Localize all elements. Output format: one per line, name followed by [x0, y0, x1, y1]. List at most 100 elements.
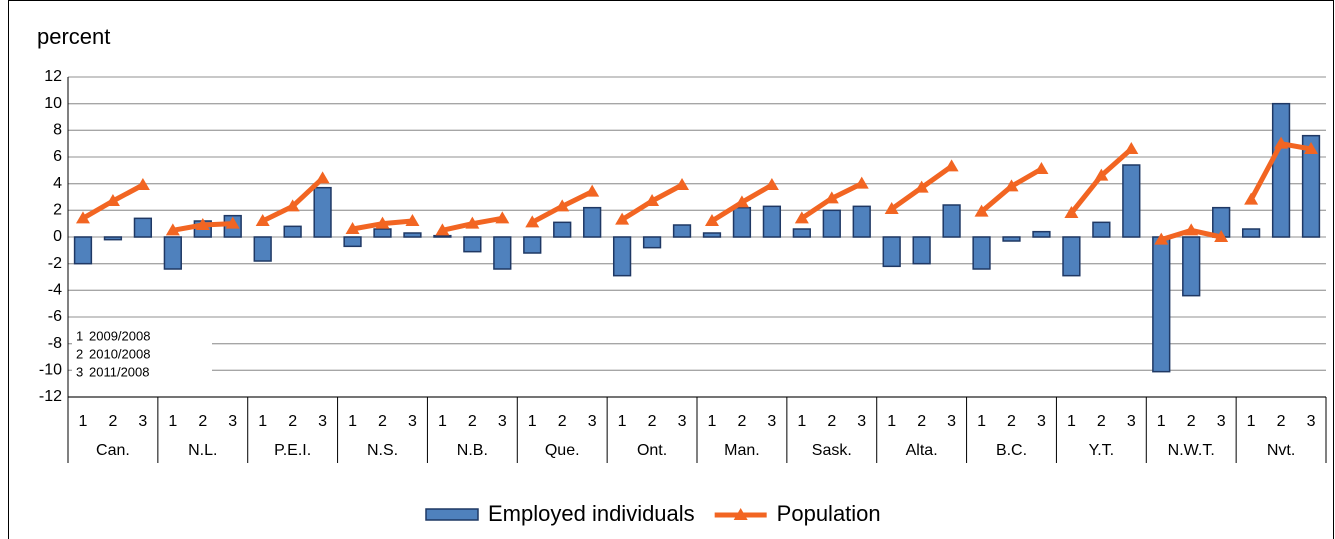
bar [163, 236, 182, 270]
y-tick-label: 12 [44, 68, 62, 85]
x-tick-label: 3 [498, 413, 507, 430]
line-marker [195, 218, 210, 230]
line-marker [854, 176, 869, 189]
x-tick-label: 2 [1187, 413, 1196, 430]
group-label: Alta. [906, 442, 938, 459]
x-tick-label: 1 [1157, 413, 1166, 430]
line-marker [285, 199, 300, 212]
x-tick-label: 3 [767, 413, 776, 430]
group-label: P.E.I. [274, 442, 311, 459]
x-tick-label: 1 [1067, 413, 1076, 430]
bar [672, 224, 692, 238]
key-code: 3 [76, 364, 83, 379]
group-label: Man. [724, 442, 760, 459]
group-label: Nvt. [1267, 442, 1295, 459]
bar [103, 236, 123, 241]
bar [762, 205, 782, 238]
bar [283, 225, 302, 238]
x-tick-label: 2 [378, 413, 387, 430]
y-tick-label: 0 [53, 228, 62, 245]
line-marker [615, 212, 630, 225]
x-tick-label: 1 [618, 413, 627, 430]
key-label: 2010/2008 [89, 346, 150, 361]
bar [1122, 164, 1141, 238]
line-marker [944, 159, 959, 172]
bar [612, 236, 632, 277]
bar [313, 186, 332, 238]
bar [523, 236, 542, 254]
bar [1182, 236, 1201, 297]
group-label: Que. [545, 442, 580, 459]
y-tick-label: 8 [53, 122, 62, 139]
x-tick-label: 1 [1247, 413, 1256, 430]
x-tick-label: 1 [79, 413, 88, 430]
bar [972, 236, 991, 270]
bar [253, 236, 272, 262]
bar [373, 228, 392, 238]
line-marker [704, 214, 719, 226]
line-marker [225, 216, 240, 229]
x-tick-label: 2 [917, 413, 926, 430]
group-label: Y.T. [1089, 442, 1115, 459]
x-tick-label: 2 [288, 413, 297, 430]
bar [343, 236, 362, 248]
x-tick-label: 1 [528, 413, 537, 430]
x-tick-label: 1 [887, 413, 896, 430]
y-tick-label: -12 [39, 388, 62, 405]
line-marker [1184, 223, 1199, 236]
group-label: N.S. [367, 442, 398, 459]
line-marker [1154, 232, 1169, 245]
x-tick-label: 3 [947, 413, 956, 430]
bar [553, 221, 572, 238]
bar [732, 206, 752, 238]
bar [942, 204, 961, 238]
line-marker [1064, 206, 1079, 218]
bar [433, 234, 452, 238]
key-label: 2011/2008 [89, 364, 150, 379]
group-label: N.W.T. [1168, 442, 1215, 459]
y-tick-label: 2 [53, 202, 62, 219]
x-tick-label: 2 [827, 413, 836, 430]
line-marker [645, 194, 660, 206]
x-tick-label: 2 [737, 413, 746, 430]
line-marker [914, 180, 929, 193]
x-tick-label: 1 [168, 413, 177, 430]
line-marker [495, 211, 510, 224]
x-tick-label: 2 [108, 413, 117, 430]
x-tick-label: 3 [1127, 413, 1136, 430]
group-label: Can. [96, 442, 130, 459]
line-marker [135, 178, 150, 190]
line-marker [525, 215, 540, 228]
bar [1301, 134, 1321, 238]
key-box [72, 325, 212, 385]
group-label: B.C. [996, 442, 1027, 459]
line-marker [1124, 142, 1139, 154]
bar [702, 232, 722, 238]
x-tick-label: 1 [977, 413, 986, 430]
line-marker [315, 171, 330, 184]
legend-swatch [425, 508, 479, 521]
x-tick-label: 3 [857, 413, 866, 430]
line-marker [255, 214, 270, 226]
line-marker [585, 184, 600, 197]
bar [792, 228, 811, 238]
x-tick-label: 3 [1037, 413, 1046, 430]
x-tick-label: 3 [588, 413, 597, 430]
bar [1092, 221, 1111, 238]
bar [912, 236, 931, 265]
x-tick-label: 1 [258, 413, 267, 430]
line-marker [764, 178, 779, 190]
line-marker [675, 178, 690, 190]
y-tick-label: -2 [48, 255, 62, 272]
key-code: 1 [76, 328, 83, 343]
y-tick-label: 10 [44, 95, 62, 112]
bar [73, 236, 93, 265]
bar [1271, 102, 1291, 238]
x-tick-label: 2 [558, 413, 567, 430]
line-marker [75, 211, 90, 224]
y-tick-label: 6 [53, 148, 62, 165]
bar [1002, 236, 1021, 242]
x-tick-label: 2 [1277, 413, 1286, 430]
